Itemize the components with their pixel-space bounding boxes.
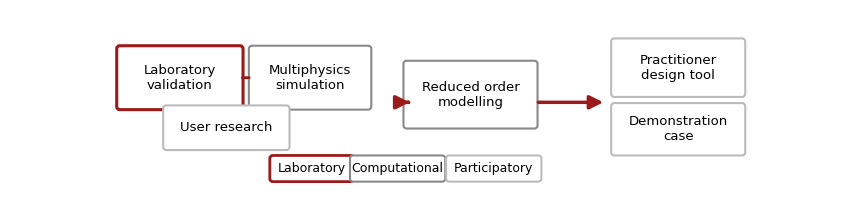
FancyBboxPatch shape: [163, 106, 290, 150]
FancyBboxPatch shape: [446, 156, 541, 182]
Text: Computational: Computational: [352, 162, 444, 175]
FancyBboxPatch shape: [116, 46, 243, 110]
FancyBboxPatch shape: [350, 156, 445, 182]
FancyBboxPatch shape: [269, 156, 354, 182]
Text: Participatory: Participatory: [454, 162, 534, 175]
FancyBboxPatch shape: [249, 46, 371, 110]
Text: User research: User research: [180, 121, 273, 134]
FancyBboxPatch shape: [404, 61, 537, 128]
FancyBboxPatch shape: [611, 103, 745, 156]
Text: Demonstration
case: Demonstration case: [628, 115, 728, 143]
Text: Reduced order
modelling: Reduced order modelling: [422, 81, 519, 109]
Text: Laboratory
validation: Laboratory validation: [144, 64, 216, 92]
Text: Laboratory: Laboratory: [278, 162, 346, 175]
Text: Multiphysics
simulation: Multiphysics simulation: [269, 64, 351, 92]
Text: Practitioner
design tool: Practitioner design tool: [640, 54, 717, 82]
FancyBboxPatch shape: [611, 38, 745, 97]
